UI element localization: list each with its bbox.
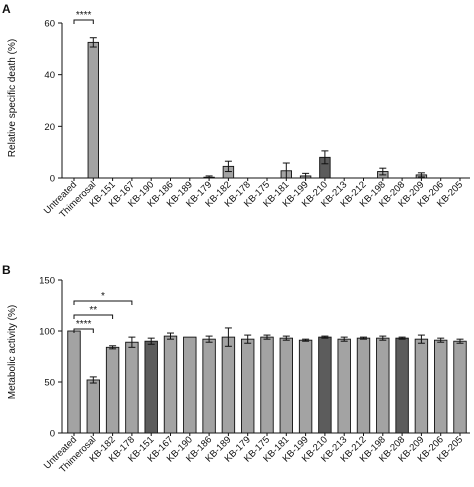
panel-b-significance-label: ** [89, 305, 97, 316]
panel-b-significance-bracket [73, 300, 133, 305]
panel-b-y-tick-label: 100 [39, 327, 55, 338]
panel-a-y-tick-label: 0 [50, 174, 55, 185]
panel-b-bar [298, 339, 313, 434]
panel-b-bar [125, 341, 139, 434]
panel-b-y-tick-label: 0 [50, 429, 55, 440]
panel-b-bar [414, 338, 429, 434]
panel-b: B Metabolic activity (%) 050100150Untrea… [2, 263, 470, 475]
panel-b-bar [86, 379, 101, 434]
panel-b-significance-bracket [73, 328, 94, 333]
panel-label-b: B [2, 263, 11, 277]
panel-b-bar [395, 337, 409, 434]
panel-a-y-tick-label: 40 [44, 70, 55, 81]
panel-a-y-tick-label: 60 [44, 19, 55, 30]
panel-b-bar [144, 340, 158, 434]
panel-a-y-tick-label: 20 [44, 122, 55, 133]
panel-b-bar [240, 338, 255, 434]
panel-b-y-tick-label: 150 [39, 276, 55, 287]
panel-a-bar [87, 41, 100, 179]
panel-b-significance-label: **** [76, 319, 92, 330]
panel-b-bar [376, 337, 390, 434]
panel-a-significance-bracket [73, 19, 94, 24]
panel-b-bar [202, 338, 216, 434]
panel-b-bar [279, 337, 293, 434]
panel-a: A Relative specific death (%) 0204060Unt… [2, 2, 470, 220]
panel-b-bar [337, 338, 351, 434]
panel-b-significance-label: * [101, 291, 105, 302]
panel-b-bar [356, 337, 371, 434]
panel-b-bar [67, 330, 81, 434]
panel-b-bar [434, 339, 448, 434]
panel-b-bar [163, 335, 178, 434]
panel-a-y-axis-label: Relative specific death (%) [7, 39, 18, 157]
panel-b-bar [318, 336, 332, 434]
panel-b-bar [105, 346, 120, 434]
panel-b-bar [183, 336, 197, 434]
panel-label-a: A [2, 2, 11, 16]
panel-b-bar [260, 336, 274, 434]
panel-b-y-axis-label: Metabolic activity (%) [7, 305, 18, 399]
panel-b-y-tick-label: 50 [44, 378, 55, 389]
panel-b-bar [221, 336, 236, 434]
panel-a-significance-label: **** [76, 10, 92, 21]
panel-b-bar [453, 340, 467, 434]
panel-b-significance-bracket [73, 314, 114, 319]
